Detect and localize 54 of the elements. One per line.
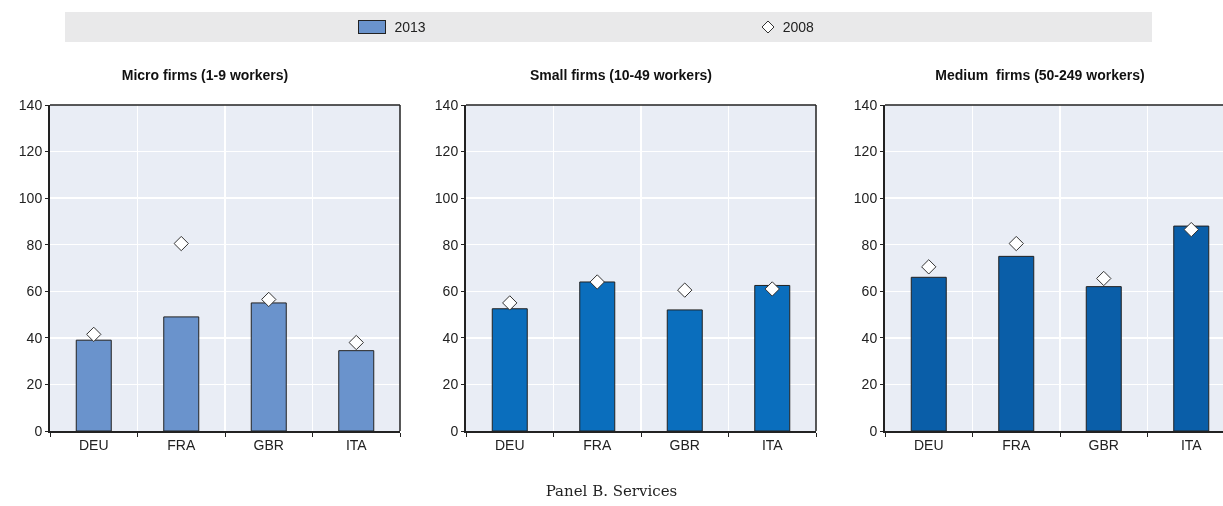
y-tick-label: 120	[853, 143, 878, 160]
y-tick-label: 0	[34, 422, 43, 439]
y-tick-label: 20	[442, 376, 459, 393]
y-tick-label: 20	[861, 376, 878, 393]
point	[677, 282, 693, 298]
y-tick-label: 60	[26, 283, 43, 300]
x-tick-label: DEU	[913, 436, 944, 453]
y-tick-label: 140	[18, 96, 43, 113]
x-tick-label: GBR	[253, 436, 284, 453]
y-tick-label: 140	[434, 96, 459, 113]
y-tick-label: 0	[869, 422, 878, 439]
y-tick-label: 20	[26, 376, 43, 393]
y-tick-label: 60	[861, 283, 878, 300]
x-tick-label: GBR	[1088, 436, 1119, 453]
x-tick-label: ITA	[761, 436, 784, 453]
point	[764, 281, 780, 297]
y-tick-label: 0	[450, 422, 459, 439]
y-tick-label: 40	[442, 329, 459, 346]
x-tick-label: FRA	[583, 436, 612, 453]
x-tick-label: DEU	[78, 436, 109, 453]
y-tick-label: 100	[434, 190, 459, 207]
point	[86, 326, 102, 343]
y-tick-label: 80	[26, 236, 43, 253]
y-tick-label: 120	[434, 143, 459, 160]
y-tick-label: 140	[853, 96, 878, 113]
legend-label: 2013	[394, 19, 426, 35]
x-tick-label: FRA	[167, 436, 196, 453]
point	[1008, 235, 1024, 252]
y-tick-label: 40	[26, 329, 43, 346]
x-tick-label: FRA	[1002, 436, 1031, 453]
point	[502, 295, 518, 311]
point	[1096, 270, 1112, 287]
point	[589, 274, 605, 290]
point	[1183, 221, 1199, 238]
legend-label: 2008	[782, 19, 814, 35]
y-tick-label: 120	[18, 143, 43, 160]
x-tick-label: ITA	[1180, 436, 1203, 453]
chart-title: Medium firms (50-249 workers)	[935, 66, 1145, 83]
point	[173, 235, 189, 252]
y-tick-label: 80	[442, 236, 459, 253]
y-tick-label: 100	[18, 190, 43, 207]
x-tick-label: ITA	[345, 436, 368, 453]
y-tick-label: 100	[853, 190, 878, 207]
text: Panel B. Services	[544, 482, 679, 500]
x-tick-label: GBR	[669, 436, 700, 453]
y-tick-label: 60	[442, 283, 459, 300]
y-tick-label: 40	[861, 329, 878, 346]
point	[921, 259, 937, 275]
y-tick-label: 80	[861, 236, 878, 253]
point	[261, 291, 277, 308]
chart-title: Micro firms (1-9 workers)	[121, 66, 289, 83]
x-tick-label: DEU	[494, 436, 525, 453]
chart-title: Small firms (10-49 workers)	[529, 66, 713, 83]
point	[348, 334, 364, 351]
